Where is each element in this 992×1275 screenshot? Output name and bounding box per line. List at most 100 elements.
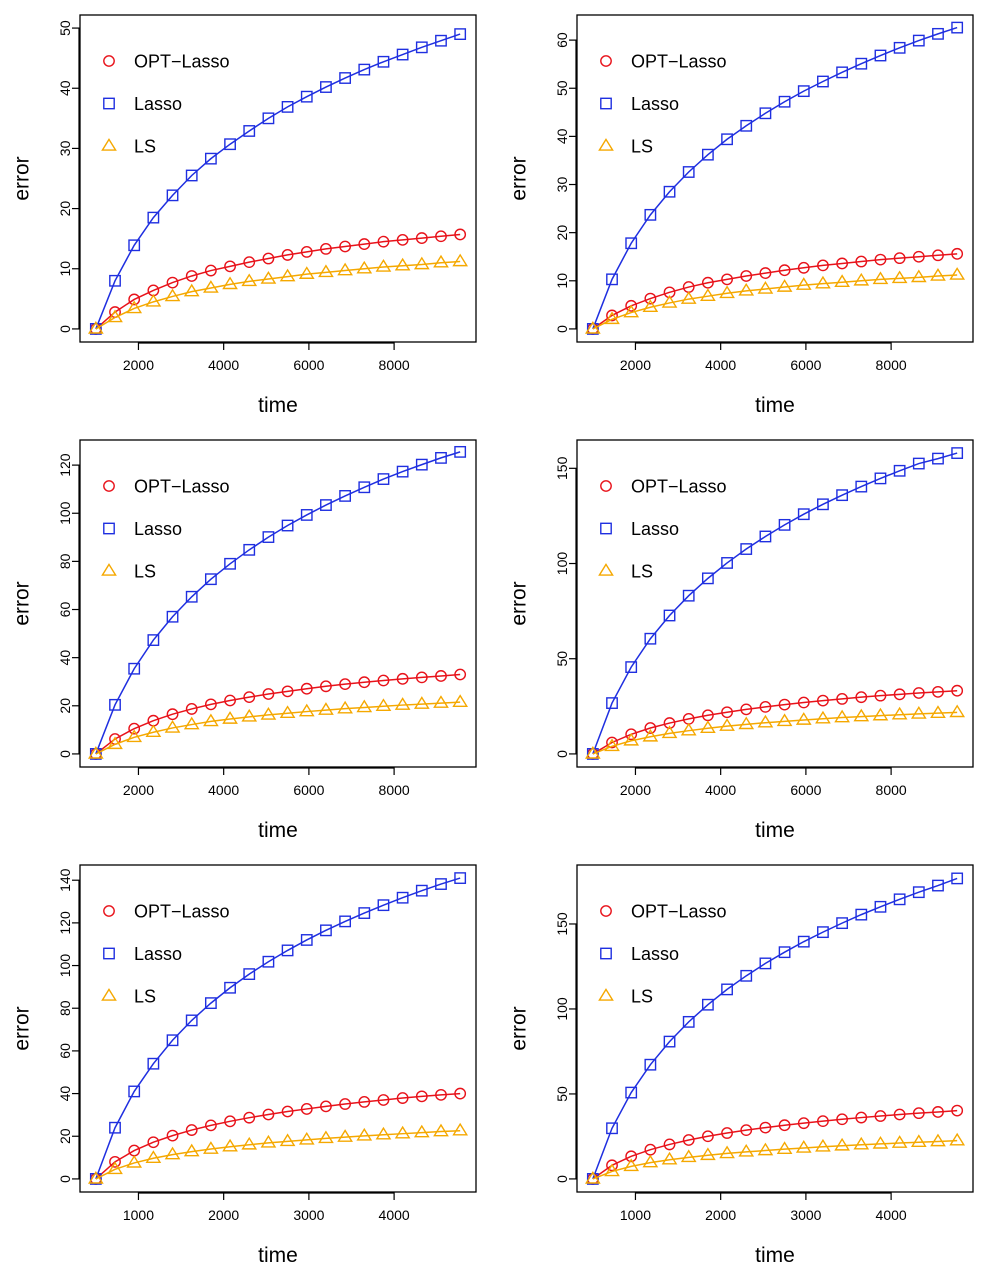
data-point-ls bbox=[203, 713, 219, 727]
x-axis: 2000 4000 6000 8000 bbox=[123, 342, 410, 373]
data-point-ls bbox=[930, 1133, 946, 1147]
data-point-ls bbox=[891, 270, 908, 284]
data-point-ls bbox=[452, 253, 469, 267]
data-point-ls bbox=[126, 729, 143, 743]
legend-item-opt-lasso: OPT−Lasso bbox=[103, 52, 230, 72]
series-opt-lasso bbox=[89, 228, 467, 335]
legend-marker-ls bbox=[101, 988, 117, 1001]
y-axis-title: error bbox=[508, 581, 531, 625]
data-point-opt-lasso bbox=[377, 674, 390, 687]
y-tick-label: 120 bbox=[57, 911, 73, 935]
legend-label: OPT−Lasso bbox=[631, 477, 727, 497]
series-line-lasso bbox=[95, 451, 461, 755]
y-tick-label: 150 bbox=[554, 456, 570, 480]
data-point-lasso bbox=[644, 208, 657, 221]
data-point-opt-lasso bbox=[243, 691, 256, 704]
legend-marker-lasso bbox=[600, 947, 612, 960]
data-point-opt-lasso bbox=[454, 668, 467, 681]
legend-item-lasso: Lasso bbox=[600, 94, 679, 114]
data-point-ls bbox=[642, 1154, 659, 1168]
chart-panel-6: 1000 2000 3000 4000 time 0 50 100 150 error OPT−La… bbox=[508, 864, 974, 1267]
data-point-ls bbox=[680, 291, 697, 304]
chart-panel-2: 2000 4000 6000 8000 time 0 10 20 30 40 50 60 error OP… bbox=[508, 14, 974, 417]
data-point-lasso bbox=[339, 72, 352, 84]
data-point-ls bbox=[107, 1161, 123, 1175]
legend-item-opt-lasso: OPT−Lasso bbox=[103, 902, 230, 922]
legend-marker-opt-lasso bbox=[600, 55, 612, 67]
plot-frame bbox=[79, 864, 477, 1193]
data-point-lasso bbox=[147, 211, 160, 224]
data-point-lasso bbox=[663, 185, 676, 198]
data-point-opt-lasso bbox=[339, 240, 352, 253]
data-point-lasso bbox=[663, 1035, 676, 1048]
data-point-ls bbox=[776, 713, 793, 727]
data-point-opt-lasso bbox=[625, 299, 638, 312]
data-point-ls bbox=[433, 254, 449, 268]
data-point-lasso bbox=[243, 125, 256, 137]
data-point-lasso bbox=[204, 573, 217, 586]
legend-label: OPT−Lasso bbox=[134, 52, 230, 72]
data-point-opt-lasso bbox=[817, 1115, 829, 1128]
data-point-ls bbox=[356, 1127, 373, 1141]
data-point-ls bbox=[145, 724, 162, 738]
data-point-opt-lasso bbox=[415, 232, 428, 244]
data-point-lasso bbox=[586, 323, 599, 335]
y-tick-label: 20 bbox=[57, 698, 73, 714]
series-line-lasso bbox=[95, 877, 461, 1180]
data-point-ls bbox=[872, 1135, 889, 1149]
x-axis: 1000 2000 3000 4000 bbox=[620, 1192, 907, 1223]
data-point-lasso bbox=[166, 1034, 179, 1047]
data-point-opt-lasso bbox=[721, 1127, 733, 1139]
data-point-lasso bbox=[932, 879, 944, 892]
data-point-lasso bbox=[836, 917, 849, 930]
y-tick-label: 10 bbox=[57, 261, 73, 277]
data-point-opt-lasso bbox=[224, 694, 236, 707]
data-point-opt-lasso bbox=[797, 261, 810, 274]
data-point-ls bbox=[623, 732, 640, 746]
data-point-lasso bbox=[243, 543, 256, 556]
data-point-lasso bbox=[740, 119, 753, 132]
data-point-opt-lasso bbox=[740, 270, 753, 282]
data-point-lasso bbox=[320, 499, 332, 511]
data-point-ls bbox=[87, 745, 104, 759]
y-axis-title: error bbox=[508, 1006, 531, 1050]
legend: OPT−Lasso Lasso LS bbox=[101, 902, 230, 1007]
data-point-ls bbox=[298, 703, 315, 717]
data-point-lasso bbox=[759, 107, 772, 120]
data-point-opt-lasso bbox=[721, 273, 733, 286]
x-axis-title: time bbox=[755, 819, 795, 842]
data-point-ls bbox=[107, 736, 123, 750]
data-point-ls bbox=[375, 1126, 392, 1140]
legend-label: LS bbox=[134, 137, 156, 157]
data-point-lasso bbox=[759, 530, 772, 543]
data-point-opt-lasso bbox=[339, 678, 352, 691]
data-point-ls bbox=[222, 1138, 238, 1152]
data-point-lasso bbox=[281, 944, 294, 957]
data-point-opt-lasso bbox=[300, 246, 313, 258]
data-point-lasso bbox=[625, 1086, 638, 1099]
data-point-opt-lasso bbox=[415, 1090, 428, 1103]
data-point-lasso bbox=[893, 41, 906, 54]
data-point-opt-lasso bbox=[204, 264, 217, 277]
data-point-lasso bbox=[778, 946, 791, 959]
data-point-lasso bbox=[606, 1122, 618, 1135]
data-point-lasso bbox=[701, 572, 714, 585]
data-point-lasso bbox=[778, 95, 791, 108]
data-point-ls bbox=[203, 280, 219, 293]
data-point-ls bbox=[738, 282, 755, 296]
series-line-lasso bbox=[592, 26, 958, 330]
series-ls bbox=[584, 1132, 966, 1184]
x-axis-title: time bbox=[755, 1244, 795, 1267]
series-line-opt-lasso bbox=[592, 1109, 958, 1180]
legend-label: LS bbox=[631, 987, 653, 1007]
data-point-ls bbox=[738, 716, 755, 730]
chart-panel-4: 2000 4000 6000 8000 time 0 50 100 150 error OPT−La… bbox=[508, 439, 974, 842]
series-opt-lasso bbox=[89, 668, 467, 760]
series-lasso bbox=[89, 28, 467, 335]
series-line-opt-lasso bbox=[95, 233, 461, 330]
y-tick-label: 0 bbox=[57, 750, 73, 758]
y-tick-label: 100 bbox=[57, 501, 73, 525]
data-point-lasso bbox=[797, 508, 810, 521]
data-point-lasso bbox=[836, 489, 849, 502]
data-point-lasso bbox=[147, 1057, 160, 1070]
